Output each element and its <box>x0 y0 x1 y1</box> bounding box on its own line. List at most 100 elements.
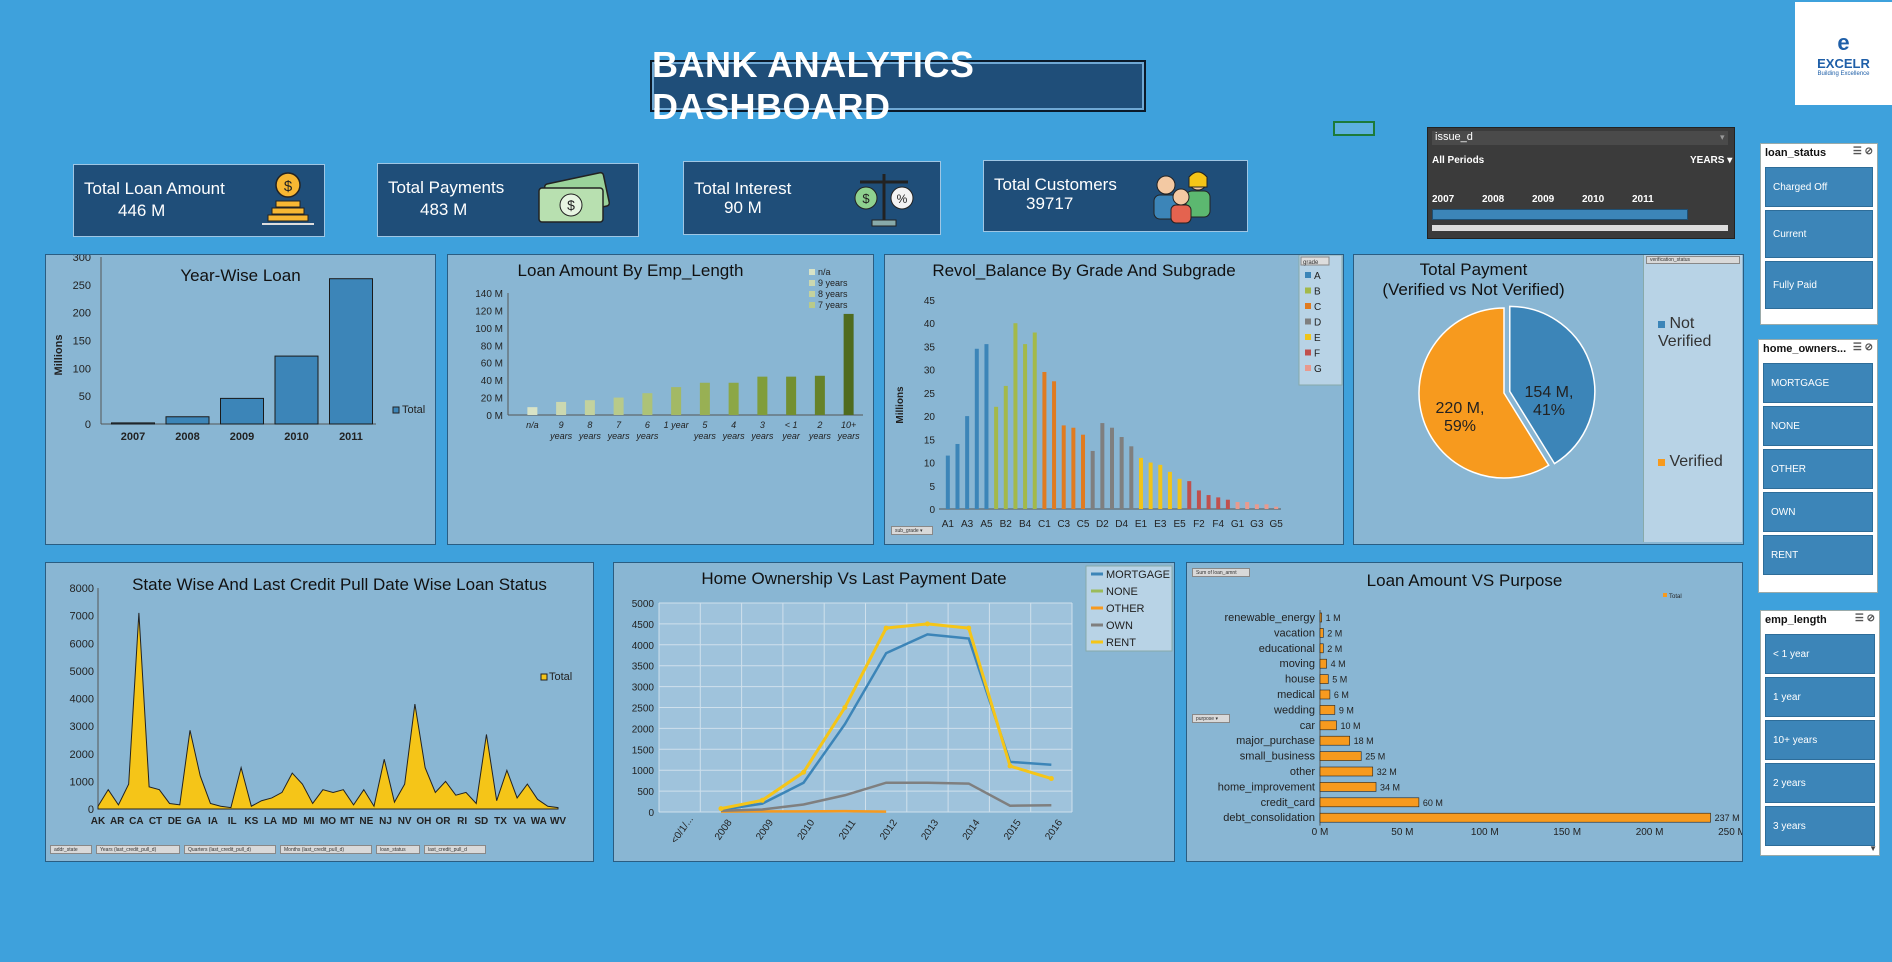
state-filter-buttons: addr_state Years (last_credit_pull_d) Qu… <box>50 845 486 854</box>
timeline-year[interactable]: 2011 <box>1632 194 1654 205</box>
timeline-scrollbar[interactable] <box>1432 225 1728 231</box>
timeline-year[interactable]: 2009 <box>1532 194 1555 205</box>
scroll-down-icon[interactable]: ▼ <box>1869 844 1877 853</box>
y-tick-label: 8000 <box>70 583 94 595</box>
timeline-year[interactable]: 2008 <box>1482 194 1505 205</box>
legend-filter-button <box>1300 256 1330 266</box>
slicer-item[interactable]: 1 year <box>1765 677 1875 717</box>
clear-filter-icon[interactable]: ☰ ⊘ <box>1852 146 1873 157</box>
slicer-item[interactable]: MORTGAGE <box>1763 363 1873 403</box>
slicer-item[interactable]: RENT <box>1763 535 1873 575</box>
slicer-item[interactable]: 2 years <box>1765 763 1875 803</box>
filter-button[interactable]: Quarters (last_credit_pull_d) <box>184 845 276 854</box>
bar <box>165 416 210 425</box>
x-tick-label: 10+ <box>841 420 856 430</box>
y-tick-label: car <box>1300 720 1316 732</box>
slicer-item[interactable]: 3 years <box>1765 806 1875 846</box>
y-tick-label: moving <box>1280 658 1315 670</box>
x-tick-label: years <box>837 431 861 441</box>
x-tick-label: 8 <box>587 420 592 430</box>
filter-icon[interactable]: ▾ <box>1720 132 1725 142</box>
slicer-item[interactable]: 10+ years <box>1765 720 1875 760</box>
x-tick-label: E3 <box>1154 519 1167 530</box>
kpi-total-payments: Total Payments 483 M $ <box>377 163 639 237</box>
data-label: 5 M <box>1332 675 1347 685</box>
selected-cell[interactable] <box>1333 121 1375 136</box>
slicer-item[interactable]: Fully Paid <box>1765 261 1873 309</box>
filter-button[interactable]: last_credit_pull_d <box>424 845 486 854</box>
loan-status-slicer: loan_status ☰ ⊘ Charged Off Current Fully… <box>1760 143 1878 325</box>
bar <box>1110 427 1114 509</box>
filter-button[interactable]: loan_status <box>376 845 420 854</box>
x-tick-label: 2009 <box>230 431 254 443</box>
slicer-item[interactable]: Current <box>1765 210 1873 258</box>
kpi-label: Total Customers <box>994 175 1117 194</box>
issue-date-timeline[interactable]: issue_d ▾ All Periods YEARS ▾ 2007 2008 … <box>1427 127 1735 239</box>
bar <box>1100 423 1105 509</box>
purpose-chart: renewable_energy 1 M vacation 2 M educationa… <box>1218 593 1742 838</box>
timeline-unit-label: YEARS <box>1690 155 1725 166</box>
line-series <box>720 781 1052 812</box>
timeline-selection-bar[interactable] <box>1432 209 1688 220</box>
kpi-value: 483 M <box>420 200 468 219</box>
bar <box>1138 457 1143 509</box>
x-tick-label: years <box>578 431 602 441</box>
y-tick-label: 25 <box>924 389 936 400</box>
home-ownership-chart: 0 500 1000 1500 2000 2500 3000 3500 4000 4500 5000… <box>632 565 1173 846</box>
verification-status-filter-button[interactable]: verification_status <box>1646 256 1740 264</box>
bar <box>1032 332 1037 509</box>
data-label: 41% <box>1533 402 1565 419</box>
legend-label: Not Verified <box>1658 315 1712 350</box>
bar <box>843 313 854 415</box>
timeline-year[interactable]: 2010 <box>1582 194 1605 205</box>
bar <box>1061 425 1066 509</box>
filter-button[interactable]: Years (last_credit_pull_d) <box>96 845 180 854</box>
svg-text:$: $ <box>862 191 870 206</box>
y-tick-label: major_purchase <box>1236 735 1315 747</box>
slicer-item[interactable]: OTHER <box>1763 449 1873 489</box>
x-tick-label: A1 <box>942 519 955 530</box>
total-payment-pie: 154 M,41% 220 M,59% <box>1418 305 1596 479</box>
data-label: 2 M <box>1327 628 1342 638</box>
legend-swatch <box>809 280 815 286</box>
revol-balance-panel: Revol_Balance By Grade And Subgrade 0 5 10… <box>884 254 1344 545</box>
y-tick-label: 10 <box>924 459 936 470</box>
timeline-unit[interactable]: YEARS ▾ <box>1690 155 1733 166</box>
legend-swatch <box>1663 593 1667 597</box>
slicer-item[interactable]: Charged Off <box>1765 167 1873 207</box>
x-tick-label: GA <box>186 816 201 827</box>
y-tick-label: 45 <box>924 296 936 307</box>
data-label: 25 M <box>1365 752 1385 762</box>
timeline-year[interactable]: 2007 <box>1432 194 1455 205</box>
pie-slice <box>1418 307 1550 479</box>
y-tick-label: 80 M <box>481 341 503 352</box>
y-tick-label: debt_consolidation <box>1223 812 1315 824</box>
x-tick-label: 2011 <box>339 431 363 443</box>
legend-label: 9 years <box>818 278 848 288</box>
data-label: 34 M <box>1380 782 1400 792</box>
x-tick-label: D2 <box>1096 519 1109 530</box>
chart-title-line1: Total Payment <box>1419 260 1528 279</box>
bar <box>1042 371 1047 509</box>
filter-button[interactable]: addr_state <box>50 845 92 854</box>
x-tick-label: 2 <box>816 420 822 430</box>
y-tick-label: wedding <box>1273 704 1315 716</box>
y-tick-label: educational <box>1259 643 1315 655</box>
filter-button[interactable]: Months (last_credit_pull_d) <box>280 845 372 854</box>
purpose-filter-button[interactable]: purpose ▾ <box>1192 714 1230 723</box>
sum-loan-amount-button[interactable]: Sum of loan_amnt <box>1192 568 1250 577</box>
slicer-item[interactable]: OWN <box>1763 492 1873 532</box>
clear-filter-icon[interactable]: ☰ ⊘ <box>1854 613 1875 624</box>
revol-balance-chart: 0 5 10 15 20 25 30 35 40 45 Millions A1 A3 A5 B2 B4 C1 C3… <box>895 255 1343 530</box>
bar <box>1177 478 1182 509</box>
legend-swatch <box>392 406 400 414</box>
sub-grade-filter-button[interactable]: sub_grade ▾ <box>891 526 933 535</box>
x-tick-label: OH <box>416 816 431 827</box>
legend-label: C <box>1314 302 1321 313</box>
x-tick-label: 200 M <box>1636 827 1664 838</box>
bar <box>1148 462 1153 509</box>
svg-text:$: $ <box>567 197 575 213</box>
slicer-item[interactable]: NONE <box>1763 406 1873 446</box>
slicer-item[interactable]: < 1 year <box>1765 634 1875 674</box>
clear-filter-icon[interactable]: ☰ ⊘ <box>1852 342 1873 353</box>
